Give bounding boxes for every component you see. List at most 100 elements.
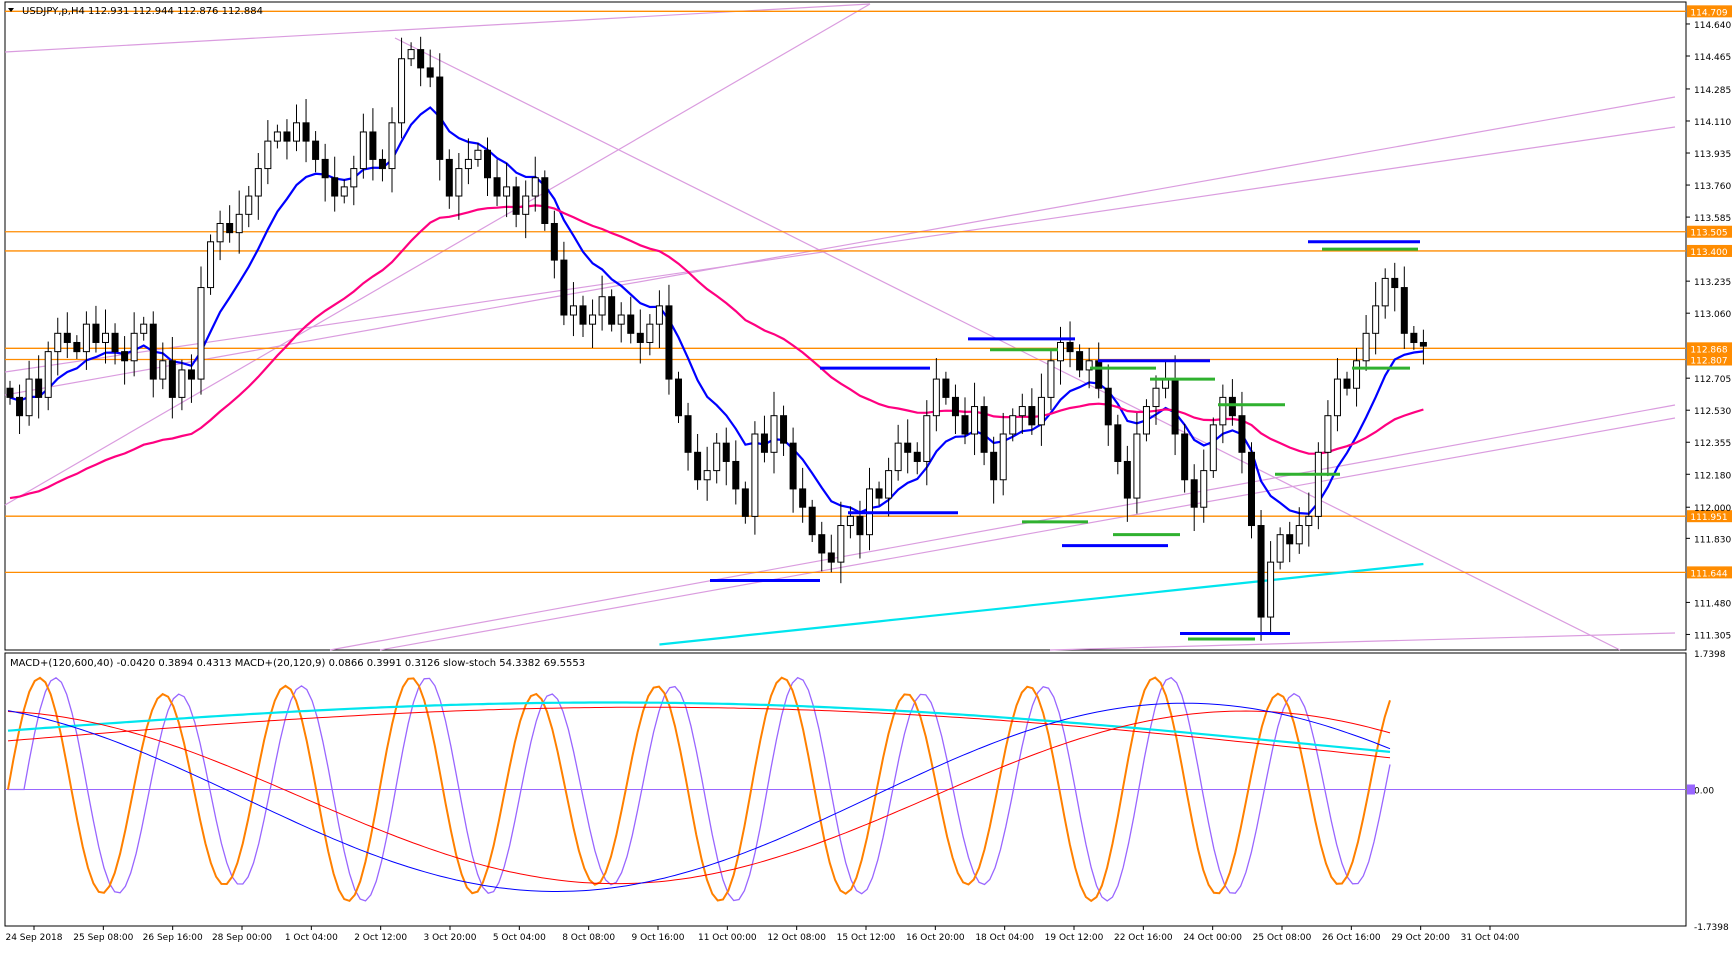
candle [789,442,797,490]
candle [837,525,845,563]
candle [82,323,90,353]
candle [1391,277,1399,289]
candle [1343,378,1351,389]
candle [283,131,291,142]
candle [1353,360,1361,389]
price-level-tag [1687,225,1732,238]
candle [541,177,549,224]
stoch-signal-line [8,676,1391,902]
candle [1400,287,1408,334]
candle [398,58,406,124]
price-tick-label: 112.355 [1694,439,1731,449]
trendline [379,417,1676,651]
candle [187,369,195,380]
indicator-tick-label: 0.00 [1694,787,1714,797]
candle [417,49,425,69]
candle [856,515,864,536]
candle [904,442,912,453]
candle [102,332,109,343]
candle [675,378,682,417]
macd-fast-signal-line [7,710,1391,885]
price-level-tag [1687,5,1732,18]
ma-slow-line [9,204,1424,500]
candle [1219,396,1227,426]
candle [550,222,558,261]
indicator-tick-label: 1.7398 [1694,650,1726,660]
trendline [4,96,1676,396]
candle [207,241,215,289]
candle [350,168,358,188]
ma-fast-line [9,106,1424,515]
candle [799,488,807,508]
candle [1028,406,1036,426]
price-level-tag [1687,244,1732,257]
price-level-label: 113.400 [1690,248,1727,258]
stoch-main-line [7,676,1391,903]
candle [359,131,367,170]
candle [885,470,893,499]
candle [1295,525,1303,545]
collapse-triangle-icon[interactable] [8,8,14,12]
candle [608,296,616,325]
time-tick-label: 28 Sep 00:00 [212,933,272,943]
price-tick-label: 114.465 [1694,53,1731,63]
candle [1152,387,1160,408]
candle [1009,415,1017,435]
time-tick-label: 2 Oct 12:00 [354,933,407,943]
time-tick-label: 19 Oct 12:00 [1045,933,1104,943]
candle [1066,341,1074,353]
price-level-label: 111.951 [1690,513,1727,523]
candle [1190,479,1198,508]
price-level-label: 112.807 [1690,356,1727,366]
candle [1095,360,1103,389]
candle [1228,396,1236,417]
price-tick-label: 111.305 [1694,631,1731,641]
candle [1114,424,1122,462]
candle [1324,415,1332,453]
candle [484,149,491,179]
candle [722,442,730,462]
candle [1333,378,1341,417]
candle [1200,470,1208,508]
time-tick-label: 18 Oct 04:00 [975,933,1034,943]
candle [1057,341,1064,362]
candle [589,314,597,325]
candle [464,158,472,170]
candle [321,158,329,179]
candle [1047,360,1055,398]
price-level-tag [1687,566,1732,579]
candle [302,122,310,142]
candle [713,442,721,472]
candle [149,323,157,380]
candle [1248,451,1255,527]
price-tick-label: 111.480 [1694,599,1731,609]
price-level-label: 113.505 [1690,229,1727,239]
candle [455,168,463,197]
candle [474,149,482,160]
candle [426,67,434,78]
time-tick-label: 9 Oct 16:00 [632,933,685,943]
price-tick-label: 113.060 [1694,310,1731,320]
candle [273,131,281,142]
candle [1142,406,1150,435]
price-tick-label: 113.760 [1694,182,1731,192]
candle [197,287,205,380]
candle [1018,406,1026,417]
candle [1305,515,1313,527]
candle [999,433,1007,481]
candle [1419,341,1427,347]
candle [665,305,673,380]
price-level-tag [1687,353,1732,366]
candle [140,323,148,334]
candle [1123,460,1131,499]
price-level-tag [1687,510,1732,523]
price-level-label: 112.868 [1690,345,1727,355]
time-tick-label: 25 Sep 08:00 [73,933,133,943]
candle [73,341,81,353]
candle [436,76,444,160]
candle [579,305,587,325]
candle [846,515,854,527]
time-tick-label: 1 Oct 04:00 [285,933,338,943]
